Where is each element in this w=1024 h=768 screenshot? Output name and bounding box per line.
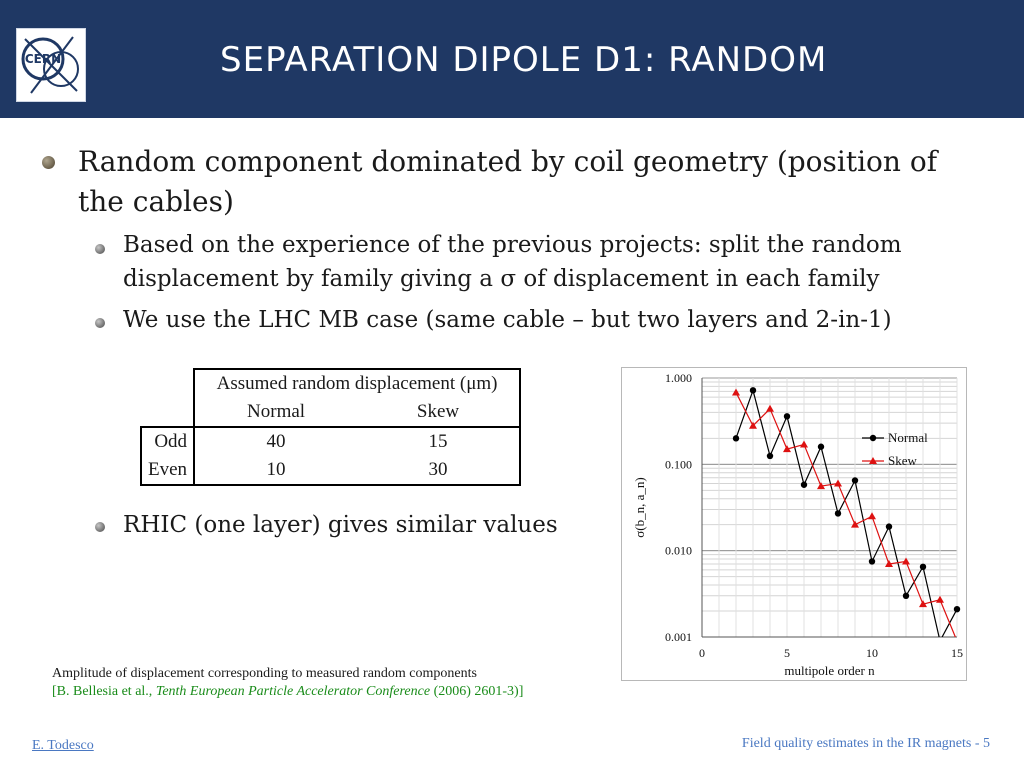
legend-marker-normal: [869, 434, 877, 442]
cern-logo-text: CERN: [25, 52, 61, 66]
footer-slide-title: Field quality estimates in the IR magnet…: [741, 736, 990, 751]
table-cell: 15: [357, 426, 522, 456]
citation-pre: [B. Bellesia et al.,: [52, 684, 156, 699]
data-point-normal: [800, 481, 808, 488]
x-axis-label: multipole order n: [784, 663, 875, 678]
citation-post: (2006) 2601-3)]: [430, 684, 524, 699]
data-point-skew: [766, 404, 774, 412]
data-point-normal: [902, 592, 910, 600]
y-tick-label: 0.001: [665, 630, 692, 644]
table-row: Even 10 30: [139, 456, 522, 486]
cern-logo: CERN: [16, 28, 86, 102]
data-point-skew: [800, 440, 808, 448]
chart-svg: 0.001 0.010 0.100 1.000 0 5 10 15 multipole orde…: [632, 371, 963, 678]
series-line-skew: [735, 392, 957, 637]
table-cell: 40: [194, 426, 358, 456]
bullet-sub-1: Based on the experience of the previous …: [123, 232, 902, 292]
data-point-normal: [919, 563, 927, 571]
data-point-normal: [817, 443, 825, 450]
page-title: Separation dipole D1: random: [220, 40, 828, 80]
table-cell: 30: [357, 456, 522, 486]
x-tick-label: 15: [951, 646, 963, 660]
data-point-skew: [783, 445, 791, 453]
data-point-skew: [851, 520, 859, 528]
table-header: Skew: [357, 398, 522, 427]
data-point-normal: [749, 387, 757, 394]
legend-label-normal: Normal: [888, 430, 928, 445]
y-tick-label: 0.010: [665, 544, 692, 558]
data-point-normal: [783, 413, 791, 420]
table-row: Odd 40 15: [139, 426, 522, 456]
x-tick-label: 5: [784, 646, 790, 660]
bullet-icon: [95, 318, 105, 328]
y-axis-label: σ(b_n, a_n): [632, 477, 647, 537]
x-tick-label: 0: [699, 646, 705, 660]
data-point-skew: [834, 479, 842, 487]
data-point-skew: [732, 388, 740, 396]
legend-marker-skew: [869, 457, 877, 464]
bullet-sub-3: RHIC (one layer) gives similar values: [123, 512, 558, 538]
data-point-normal: [766, 452, 774, 460]
data-point-skew: [919, 600, 927, 608]
citation-venue: Tenth European Particle Accelerator Conf…: [155, 684, 431, 699]
data-point-skew: [936, 595, 944, 603]
data-point-normal: [868, 558, 876, 565]
data-point-normal: [834, 510, 842, 517]
x-tick-label: 10: [866, 646, 878, 660]
bullet-icon: [95, 244, 105, 254]
series-line-normal: [735, 388, 957, 637]
citation: [B. Bellesia et al., Tenth European Part…: [52, 683, 523, 701]
legend-label-skew: Skew: [888, 453, 918, 468]
table-header: Normal: [193, 398, 358, 427]
data-point-skew: [817, 482, 825, 490]
bullet-icon: [95, 522, 105, 532]
figure-caption: Amplitude of displacement corresponding …: [52, 665, 523, 701]
row-label: Odd: [139, 426, 196, 456]
author-link[interactable]: E. Todesco: [32, 738, 94, 753]
data-point-normal: [851, 477, 859, 484]
table-cell: 10: [194, 456, 358, 486]
data-point-skew: [749, 421, 757, 429]
bullet-sub-2: We use the LHC MB case (same cable – but…: [123, 307, 892, 333]
bullet-icon: [42, 156, 55, 169]
caption-text: Amplitude of displacement corresponding …: [52, 666, 477, 681]
data-point-normal: [885, 523, 893, 530]
data-point-normal: [953, 605, 961, 613]
data-point-skew: [902, 557, 910, 565]
row-label: Even: [139, 456, 196, 486]
displacement-table: Assumed random displacement (μm) Normal …: [139, 368, 522, 486]
data-point-skew: [885, 560, 893, 568]
multipole-chart: 0.001 0.010 0.100 1.000 0 5 10 15 multipole orde…: [621, 367, 967, 681]
title-bar: CERN Separation dipole D1: random: [0, 0, 1024, 118]
y-tick-label: 0.100: [665, 457, 692, 471]
data-point-skew: [868, 512, 876, 520]
bullet-main: Random component dominated by coil geome…: [78, 145, 938, 218]
data-point-normal: [732, 435, 740, 442]
y-tick-label: 1.000: [665, 371, 692, 385]
table-caption: Assumed random displacement (μm): [193, 368, 522, 398]
